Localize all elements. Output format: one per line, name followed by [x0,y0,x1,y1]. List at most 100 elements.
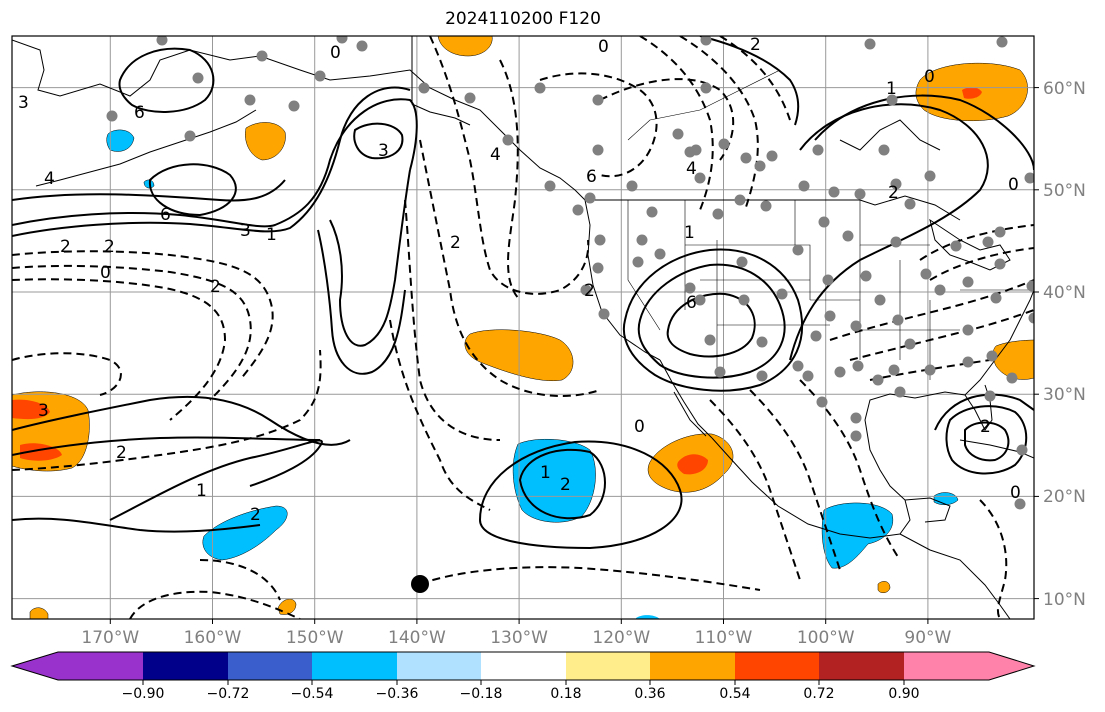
map-title: 2024110200 F120 [445,9,601,29]
colorbar-segment [904,652,990,680]
colorbar-segment [481,652,567,680]
us-west-coast [584,199,661,361]
contour-label: 1 [540,463,551,483]
alaska-canada-border [411,36,471,126]
contour-label: 0 [634,417,645,437]
shade-cyan-region [636,615,660,619]
storm-position-marker [411,575,429,593]
us-east-coast [994,289,1034,361]
contour-label: 2 [980,417,991,437]
colorbar-segment [228,652,314,680]
contour-label: 2 [560,475,571,495]
lon-tick-label: 100°W [797,628,855,648]
colorbar-extend-max [989,652,1034,680]
lat-tick-label: 60°N [1043,79,1086,99]
contour-label: 0 [924,67,935,87]
shade-red-region [12,399,62,461]
contour-label: 2 [104,237,115,257]
contour-label: 3 [38,401,49,421]
station-markers [106,36,1034,510]
shade-orange-region [29,607,49,619]
colorbar-segment [650,652,736,680]
contour-lines-dashed [12,36,1034,619]
colorbar-tick-label: −0.18 [460,686,503,702]
map-panel: 0 0 1 1 1 2 2 2 2 2 3 3 3 3 4 4 4 6 6 6 … [12,35,1034,619]
shade-red-region [677,454,708,475]
colorbar-segment [819,652,905,680]
aleutian-islands [35,109,257,187]
colorbar-tick-label: 0.36 [634,686,665,702]
lon-tick-label: 170°W [81,628,139,648]
mexico-west-coast [711,437,901,539]
colorbar-segment [735,652,821,680]
colorbar-extend-min [12,652,58,680]
lat-tick-label: 40°N [1043,283,1086,303]
contour-label: 1 [684,223,695,243]
map-frame [11,35,1035,620]
contour-label: 0 [330,43,341,63]
contour-label: 3 [240,221,251,241]
contour-label: 1 [886,79,897,99]
contour-label: 6 [686,293,697,313]
contour-label: 0 [598,37,609,57]
contour-label: 6 [586,167,597,187]
yucatan [904,497,951,523]
contour-label: 4 [686,159,697,179]
central-america [899,533,1011,619]
contour-label: 4 [490,145,501,165]
contour-label: 0 [100,263,111,283]
colorbar: −0.90 −0.72 −0.54 −0.36 −0.18 0.18 0.36 … [10,651,1036,702]
contour-labels: 0 0 1 1 1 2 2 2 2 2 3 3 3 3 4 4 4 6 6 6 … [18,35,1021,525]
colorbar-tick-label: −0.54 [291,686,334,702]
lat-tick-label: 10°N [1043,590,1086,610]
colorbar-tick-label: 0.90 [888,686,919,702]
contour-label: 2 [584,281,595,301]
alaska-coast [12,39,586,201]
contour-lines-solid [12,36,1034,550]
hudson-bay-coast [839,119,941,151]
baja-california [659,359,713,439]
contour-label: 3 [18,93,29,113]
contour-label: 3 [378,141,389,161]
colorbar-segment [566,652,652,680]
colorbar-tick-label: 0.54 [719,686,750,702]
contour-label: 2 [750,35,761,55]
colorbar-outline [10,651,1036,681]
contour-label: 0 [1008,175,1019,195]
shade-orange-region [437,36,493,57]
colorbar-tick-label: −0.90 [122,686,165,702]
colorbar-tick-label: −0.72 [207,686,250,702]
colorbar-tick-label: 0.18 [550,686,581,702]
latitude-tick-labels: 60°N 50°N 40°N 30°N 20°N 10°N [1034,79,1086,610]
lon-tick-label: 120°W [592,628,650,648]
colorbar-segment [58,652,144,680]
lat-tick-label: 50°N [1043,181,1086,201]
lat-tick-label: 20°N [1043,487,1086,507]
lon-tick-label: 150°W [286,628,344,648]
contour-label: 0 [1010,483,1021,503]
colorbar-segment [143,652,229,680]
lon-tick-label: 90°W [904,628,951,648]
contour-label: 6 [134,103,145,123]
shade-orange-region [877,581,891,593]
longitude-tick-labels: 170°W 160°W 150°W 140°W 130°W 120°W 110°… [81,619,952,648]
contour-label: 2 [210,277,221,297]
shade-orange-region [245,122,286,161]
lon-tick-label: 160°W [184,628,242,648]
contour-label: 4 [44,169,55,189]
shade-cyan-region [106,129,135,152]
contour-label: 1 [266,225,277,245]
contour-label: 2 [60,237,71,257]
lon-tick-label: 110°W [695,628,753,648]
contour-label: 2 [250,505,261,525]
shade-cyan-region [202,505,288,561]
lat-tick-label: 30°N [1043,385,1086,405]
contour-label: 1 [196,481,207,501]
contour-label: 2 [888,183,899,203]
cuba [959,439,1034,459]
gulf-of-mexico-coast [864,359,996,535]
shade-red-region [962,87,982,99]
lon-tick-label: 140°W [388,628,446,648]
contour-label: 6 [160,205,171,225]
